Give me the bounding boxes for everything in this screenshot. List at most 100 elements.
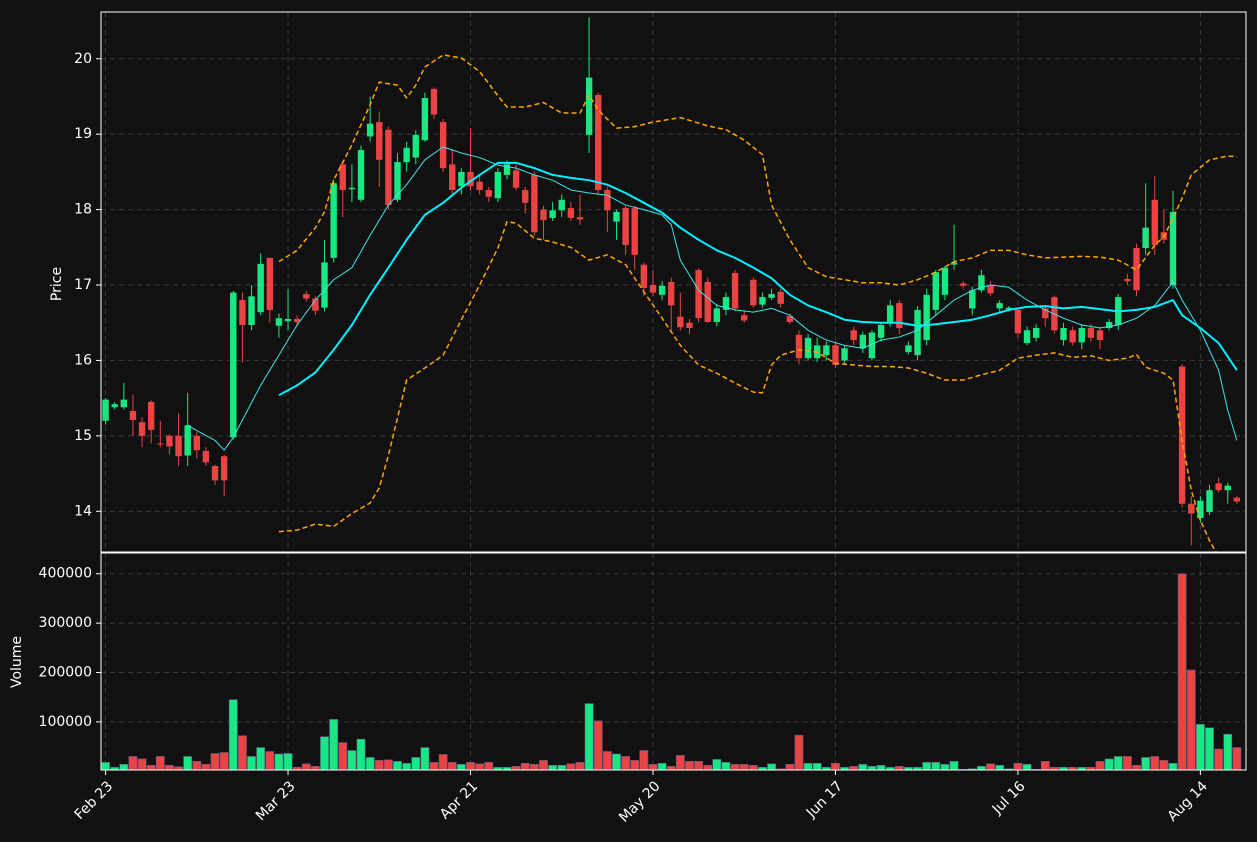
- volume-bar: [1077, 766, 1087, 770]
- grid-layer: [96, 12, 1246, 775]
- volume-bar: [438, 754, 448, 770]
- candle-body: [111, 404, 118, 408]
- volume-bar: [1150, 756, 1160, 770]
- volume-bar: [1132, 765, 1141, 770]
- candle-body: [266, 257, 273, 310]
- candle-body: [494, 171, 502, 199]
- candle-body: [394, 162, 401, 200]
- volume-bar: [520, 763, 530, 770]
- candle-body: [467, 171, 474, 187]
- candle-body: [868, 332, 876, 359]
- y-tick-label: 18: [74, 202, 92, 218]
- volume-bar: [648, 764, 658, 770]
- candle-body: [138, 422, 146, 436]
- candle-body: [841, 348, 848, 361]
- candle-body: [230, 292, 237, 438]
- volume-bar: [785, 764, 795, 770]
- candle-body: [677, 316, 684, 328]
- volume-bar: [876, 765, 886, 770]
- candle-body: [458, 171, 465, 187]
- candle-body: [430, 88, 438, 115]
- candle-body: [613, 211, 620, 222]
- volume-bar: [675, 755, 685, 770]
- candle-body: [1188, 503, 1195, 514]
- y-tick-label: 20: [74, 51, 92, 67]
- volume-bar: [685, 761, 694, 770]
- candle-body: [795, 334, 803, 359]
- candle-body: [932, 272, 939, 310]
- candle-body: [576, 217, 584, 220]
- candle-body: [157, 443, 164, 445]
- volume-bar: [1223, 733, 1233, 770]
- volume-bar: [466, 762, 475, 770]
- volume-bar: [913, 766, 922, 770]
- volume-bar: [1177, 573, 1187, 770]
- candle-body: [312, 298, 319, 311]
- volume-bar: [374, 760, 384, 770]
- candle-body: [741, 315, 748, 321]
- candle-body: [1078, 328, 1085, 343]
- candle-body: [1096, 330, 1104, 341]
- volume-bar: [739, 764, 749, 770]
- volume-bar: [347, 750, 357, 770]
- y-axis-label: Price: [49, 267, 65, 301]
- volume-bar: [767, 763, 776, 770]
- candle-body: [631, 208, 638, 255]
- volume-bar: [821, 766, 831, 770]
- volume-bar: [1195, 724, 1205, 770]
- volume-bar: [238, 735, 247, 770]
- candle-body: [403, 147, 410, 163]
- candle-body: [622, 208, 629, 246]
- candle-body: [604, 189, 611, 211]
- candle-body: [293, 318, 301, 322]
- candle-body: [1069, 330, 1076, 343]
- candle-body: [503, 164, 511, 175]
- candle-body: [248, 296, 255, 325]
- candle-body: [668, 282, 675, 306]
- volume-bar: [849, 765, 859, 770]
- volume-tick-label: 200000: [39, 664, 92, 680]
- volume-bar: [210, 753, 220, 770]
- candle-body: [969, 290, 976, 309]
- candle-body: [759, 297, 766, 305]
- candle-body: [1133, 248, 1140, 291]
- volume-bar: [201, 764, 211, 770]
- candle-body: [585, 77, 593, 135]
- volume-bar: [894, 765, 904, 770]
- volume-tick-label: 400000: [39, 566, 92, 582]
- volume-bar: [858, 764, 868, 770]
- volume-bar: [447, 762, 457, 770]
- overlay-line: [278, 54, 1237, 286]
- candle-body: [1060, 328, 1067, 341]
- volume-bar: [502, 766, 512, 770]
- volume-bar: [748, 765, 758, 770]
- volume-bar: [885, 766, 895, 770]
- volume-bar: [292, 766, 302, 770]
- candle-body: [1151, 199, 1158, 246]
- price-layer: [102, 17, 1241, 546]
- volume-bar: [986, 763, 995, 770]
- volume-bar: [630, 760, 640, 770]
- candle-body: [941, 267, 949, 295]
- volume-bar: [922, 762, 932, 770]
- candle-body: [823, 345, 830, 356]
- volume-bar: [712, 759, 722, 770]
- candle-body: [987, 285, 994, 294]
- candle-body: [366, 123, 374, 137]
- volume-bar: [694, 761, 703, 770]
- volume-bar: [192, 761, 202, 770]
- candle-body: [1169, 211, 1177, 286]
- candle-body: [567, 208, 575, 218]
- y-tick-label: 19: [74, 126, 92, 142]
- volume-bar: [155, 756, 165, 770]
- volume-bar: [402, 763, 412, 770]
- candle-body: [357, 150, 365, 200]
- candle-body: [1224, 485, 1231, 491]
- candle-body: [558, 199, 565, 211]
- volume-bar: [228, 699, 238, 770]
- y-tick-label: 15: [74, 428, 92, 444]
- volume-tick-label: 300000: [39, 615, 92, 631]
- candle-body: [1023, 330, 1031, 344]
